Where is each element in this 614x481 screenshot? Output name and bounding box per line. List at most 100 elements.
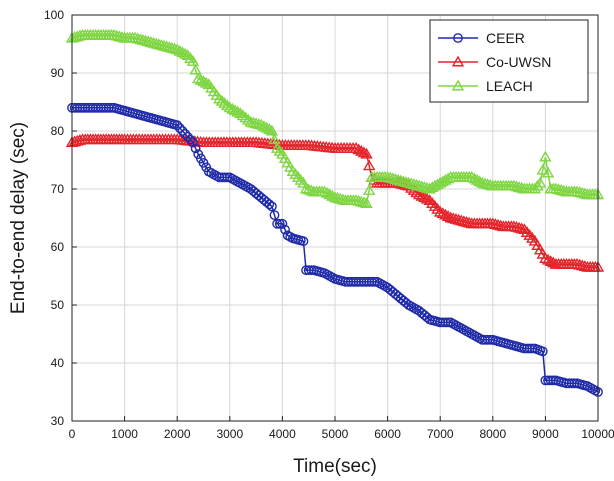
data-point	[362, 159, 376, 171]
data-point	[298, 236, 309, 247]
data-point	[410, 178, 423, 190]
data-point	[481, 178, 494, 190]
data-point	[178, 47, 192, 59]
data-point	[149, 37, 163, 49]
x-tick-label: 9000	[532, 427, 559, 441]
data-point	[412, 179, 426, 191]
data-point	[541, 253, 555, 265]
data-point	[255, 118, 268, 130]
data-point	[576, 186, 589, 198]
data-point	[192, 72, 205, 84]
data-point	[552, 183, 565, 195]
data-point	[177, 126, 188, 136]
data-point	[397, 175, 410, 187]
data-point	[110, 29, 123, 41]
data-point	[444, 211, 457, 223]
data-point	[302, 183, 315, 195]
data-point	[539, 252, 552, 264]
data-point	[170, 43, 184, 55]
data-point	[389, 173, 402, 185]
data-point	[441, 210, 455, 221]
data-point	[334, 192, 347, 204]
data-point	[507, 220, 521, 232]
data-point	[418, 191, 431, 203]
data-point	[515, 222, 528, 234]
x-tick-label: 0	[69, 427, 76, 441]
data-point	[549, 182, 563, 194]
data-point	[268, 133, 281, 145]
x-tick-label: 5000	[322, 427, 349, 441]
data-point	[176, 46, 189, 58]
data-point	[402, 176, 415, 188]
data-point	[186, 54, 200, 66]
data-point	[352, 143, 365, 155]
y-tick-label: 90	[51, 66, 65, 80]
data-point	[305, 184, 318, 196]
data-point	[357, 196, 371, 208]
x-tick-label: 7000	[427, 427, 454, 441]
x-tick-label: 4000	[269, 427, 296, 441]
data-point	[349, 194, 363, 206]
data-point	[172, 120, 183, 131]
data-point	[189, 63, 202, 75]
y-tick-label: 60	[51, 240, 65, 254]
data-point	[576, 259, 589, 271]
data-point	[165, 41, 179, 53]
data-point	[223, 101, 237, 113]
data-point	[331, 192, 344, 203]
data-point	[573, 258, 586, 270]
data-point	[113, 30, 126, 42]
data-point	[297, 176, 310, 188]
data-point	[415, 189, 428, 201]
data-point	[244, 115, 258, 127]
data-point	[422, 312, 432, 323]
data-point	[512, 221, 526, 233]
y-tick-label: 50	[51, 298, 65, 312]
data-point	[449, 213, 463, 224]
data-point	[131, 32, 144, 44]
data-point	[249, 117, 263, 129]
data-point	[228, 104, 242, 116]
data-point	[570, 185, 584, 197]
x-tick-label: 2000	[164, 427, 191, 441]
data-point	[352, 194, 365, 206]
data-point	[512, 181, 526, 192]
legend: CEER Co-UWSN LEACH	[429, 19, 589, 103]
data-point	[355, 195, 368, 207]
data-point	[323, 188, 336, 200]
data-point	[357, 146, 371, 158]
data-point	[473, 175, 486, 187]
data-point	[163, 41, 176, 53]
data-point	[274, 218, 285, 229]
data-point	[436, 207, 450, 219]
data-point	[213, 92, 226, 104]
data-point	[399, 176, 413, 187]
data-point	[160, 40, 173, 52]
data-point	[457, 215, 471, 227]
data-point	[537, 346, 548, 357]
data-point	[266, 201, 277, 212]
data-point	[185, 134, 196, 145]
data-point	[252, 118, 265, 129]
data-point	[465, 170, 478, 182]
data-point	[215, 94, 229, 106]
data-point	[247, 116, 260, 128]
data-point	[533, 176, 547, 188]
data-point	[142, 35, 155, 47]
data-point	[263, 123, 276, 134]
data-point	[510, 221, 523, 232]
data-point	[570, 257, 584, 269]
data-point	[384, 171, 397, 183]
data-point	[320, 186, 334, 198]
data-point	[486, 217, 500, 229]
data-point	[328, 191, 342, 203]
data-point	[536, 163, 549, 175]
y-tick-label: 30	[51, 414, 65, 428]
legend-label: LEACH	[486, 78, 533, 94]
data-point	[394, 174, 407, 186]
data-point	[155, 39, 168, 50]
data-point	[197, 75, 210, 87]
data-point	[190, 143, 201, 154]
data-point	[451, 55, 465, 67]
